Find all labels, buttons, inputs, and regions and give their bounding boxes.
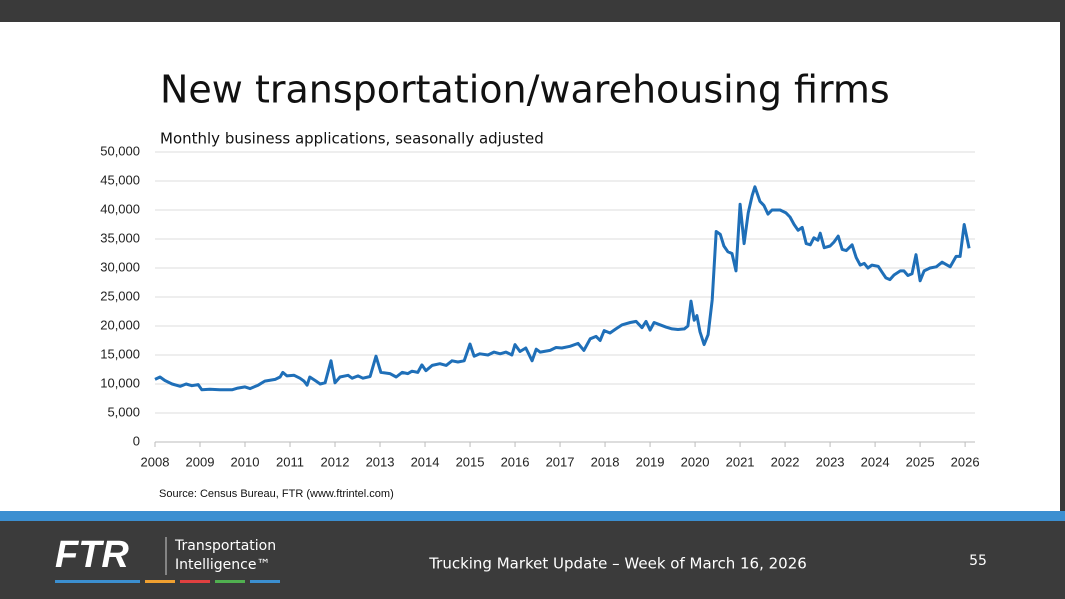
y-tick-label: 5,000 (107, 404, 140, 419)
y-tick-label: 40,000 (100, 201, 140, 216)
x-tick-label: 2015 (456, 454, 485, 469)
top-bar (0, 0, 1065, 22)
title: New transportation/warehousing firms (160, 68, 890, 112)
x-tick-label: 2017 (546, 454, 575, 469)
x-tick-label: 2010 (231, 454, 260, 469)
y-tick-label: 0 (133, 433, 140, 448)
footer-text: Trucking Market Update – Week of March 1… (428, 555, 807, 573)
x-tick-label: 2020 (681, 454, 710, 469)
subtitle: Monthly business applications, seasonall… (160, 130, 544, 148)
x-tick-label: 2021 (726, 454, 755, 469)
y-tick-label: 10,000 (100, 375, 140, 390)
logo-stripe (250, 580, 280, 583)
source: Source: Census Bureau, FTR (www.ftrintel… (159, 488, 394, 500)
x-tick-label: 2016 (501, 454, 530, 469)
x-tick-label: 2011 (276, 454, 304, 469)
x-tick-label: 2012 (321, 454, 350, 469)
x-tick-label: 2008 (141, 454, 170, 469)
x-tick-label: 2019 (636, 454, 665, 469)
y-tick-label: 45,000 (100, 172, 140, 187)
logo: FTR (55, 534, 129, 576)
line (154, 185, 971, 392)
x-tick-label: 2009 (186, 454, 215, 469)
x-tick-label: 2024 (861, 454, 890, 469)
logo-text: Transportation (174, 538, 276, 554)
footer-bar (0, 521, 1065, 599)
right-edge (1060, 22, 1065, 512)
logo-text: Intelligence™ (175, 557, 270, 573)
blue-stripe (0, 511, 1065, 521)
y-tick-label: 15,000 (100, 346, 140, 361)
page-number: 55 (969, 553, 987, 569)
y-tick-label: 30,000 (100, 259, 140, 274)
y-tick-label: 50,000 (100, 143, 140, 158)
y-tick-label: 25,000 (100, 288, 140, 303)
y-tick-label: 20,000 (100, 317, 140, 332)
x-tick-label: 2025 (906, 454, 935, 469)
x-tick-label: 2023 (816, 454, 845, 469)
logo-stripe (55, 580, 140, 583)
x-tick-label: 2013 (366, 454, 395, 469)
logo-stripe (145, 580, 175, 583)
x-tick-label: 2022 (771, 454, 800, 469)
x-tick-label: 2014 (411, 454, 440, 469)
y-tick-label: 35,000 (100, 230, 140, 245)
x-tick-label: 2026 (951, 454, 980, 469)
logo-stripe (215, 580, 245, 583)
logo-stripe (180, 580, 210, 583)
x-tick-label: 2018 (591, 454, 620, 469)
